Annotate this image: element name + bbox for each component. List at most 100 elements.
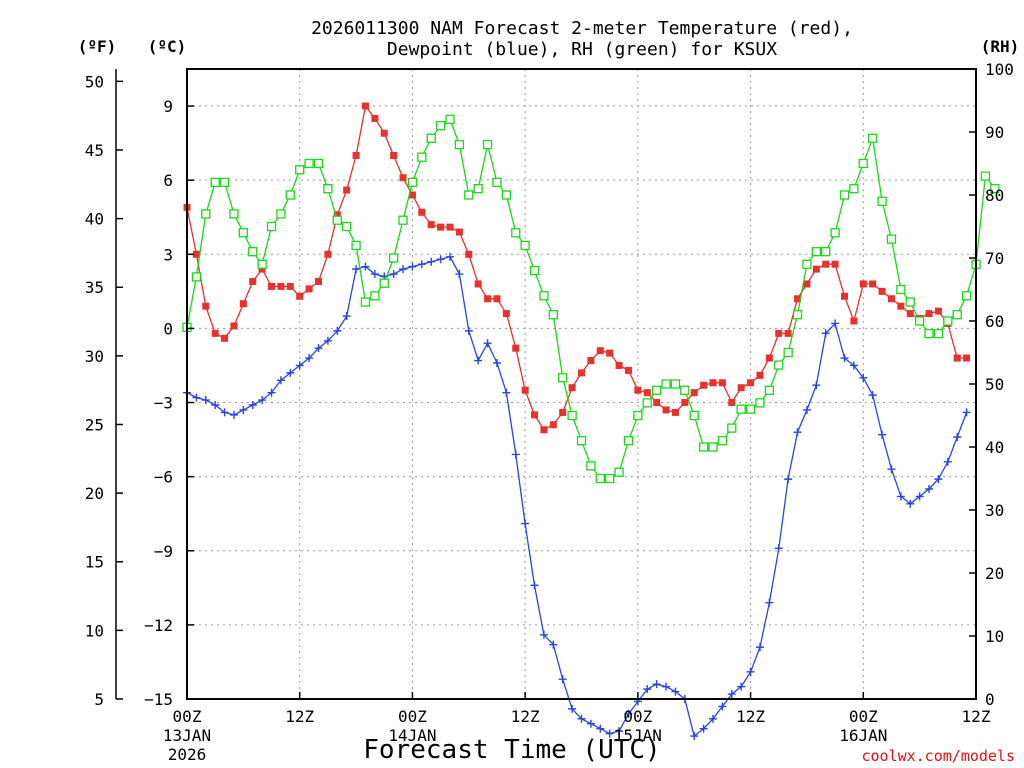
fahrenheit-tick-label: 30 (85, 347, 104, 366)
rh-point (905, 297, 915, 307)
dewpoint-point (370, 270, 379, 279)
temperature-point (540, 426, 548, 434)
dewpoint-point (878, 430, 887, 439)
rh-tick-label: 100 (985, 60, 1014, 79)
temperature-point (662, 406, 670, 414)
time-date-label: 13JAN (163, 726, 211, 745)
rh-point (943, 316, 953, 326)
temperature-point (559, 408, 567, 416)
dewpoint-point (934, 475, 943, 484)
rh-point (858, 158, 868, 169)
temperature-point (380, 129, 388, 137)
series-dewpoint (183, 252, 971, 741)
rh-point (210, 177, 220, 188)
rh-point (266, 221, 277, 232)
temperature-point (681, 399, 689, 407)
temperature-point (587, 357, 595, 365)
rh-point (605, 473, 615, 484)
temperature-point (202, 302, 210, 310)
temperature-point (578, 369, 585, 377)
rh-point (558, 373, 568, 383)
rh-point (727, 423, 737, 433)
temperature-point (277, 282, 285, 290)
rh-point (924, 328, 934, 339)
celsius-tick-label: −15 (144, 690, 173, 709)
rh-point (774, 360, 784, 370)
celsius-tick-label: 9 (163, 97, 173, 116)
dewpoint-point (408, 262, 417, 271)
rh-point (576, 436, 587, 446)
dewpoint-point (436, 255, 445, 264)
rh-point (313, 158, 324, 169)
rh-point (520, 240, 530, 251)
celsius-tick-label: −6 (154, 468, 173, 487)
temperature-point (887, 295, 895, 303)
time-tick-label: 12Z (511, 707, 540, 726)
fahrenheit-tick-label: 5 (94, 690, 104, 709)
rh-point (257, 259, 267, 269)
fahrenheit-tick-label: 50 (85, 72, 104, 91)
dewpoint-point (774, 544, 783, 553)
temperature-point (315, 277, 322, 285)
rh-point (745, 404, 756, 414)
dewpoint-point (305, 354, 314, 363)
rh-point (201, 209, 211, 219)
rh-tick-label: 0 (985, 690, 995, 709)
time-date-label: 15JAN (614, 726, 662, 745)
temperature-point (268, 282, 276, 290)
dewpoint-point (709, 714, 717, 723)
series-layer (182, 102, 1000, 741)
rh-point (980, 171, 991, 181)
temperature-point (286, 282, 294, 290)
dewpoint-point (784, 475, 793, 484)
rh-tick-label: 20 (985, 564, 1004, 583)
temperature-point (399, 174, 407, 182)
temperature-point (427, 221, 435, 229)
temperature-point (258, 265, 266, 273)
temperature-point (925, 310, 933, 318)
dewpoint-point (446, 252, 454, 261)
dewpoint-point (821, 329, 830, 338)
rh-point (501, 190, 512, 200)
fahrenheit-tick-label: 15 (85, 553, 104, 572)
rh-point (323, 184, 333, 194)
celsius-axis: 9 6 3 0 −3 −6 −9 −12 −15 (144, 97, 194, 709)
fahrenheit-tick-label: 25 (85, 415, 104, 434)
temperature-point (249, 277, 257, 285)
dewpoint-point (464, 326, 473, 335)
dewpoint-point (849, 361, 858, 370)
fahrenheit-tick-label: 10 (85, 621, 104, 640)
temperature-point (906, 310, 914, 318)
celsius-tick-label: 0 (163, 319, 173, 338)
rh-point (614, 467, 624, 477)
rh-point (276, 209, 286, 219)
rh-point (417, 152, 427, 162)
temperature-point (437, 223, 445, 231)
temperature-point (521, 386, 529, 394)
rh-point (990, 184, 1000, 194)
rh-point (191, 272, 202, 282)
rh-point (821, 247, 831, 257)
rh-point (764, 385, 775, 395)
rh-point (886, 234, 897, 244)
temperature-point (737, 384, 745, 392)
temperature-point (831, 260, 839, 268)
time-tick-label: 00Z (398, 707, 427, 726)
dewpoint-point (896, 492, 905, 501)
dewpoint-point (906, 499, 915, 508)
rh-point (896, 284, 906, 295)
dewpoint-point (492, 359, 501, 367)
temperature-point (211, 329, 219, 337)
rh-point (792, 310, 803, 320)
rh-point (717, 436, 728, 446)
dewpoint-point (286, 368, 295, 377)
rh-point (586, 461, 596, 471)
dewpoint-point (746, 667, 755, 676)
temperature-point (230, 322, 238, 330)
dewpoint-point (530, 581, 539, 590)
temperature-point (869, 280, 877, 288)
dewpoint-point (248, 401, 257, 409)
rh-point (952, 310, 962, 320)
rh-point (755, 398, 765, 408)
